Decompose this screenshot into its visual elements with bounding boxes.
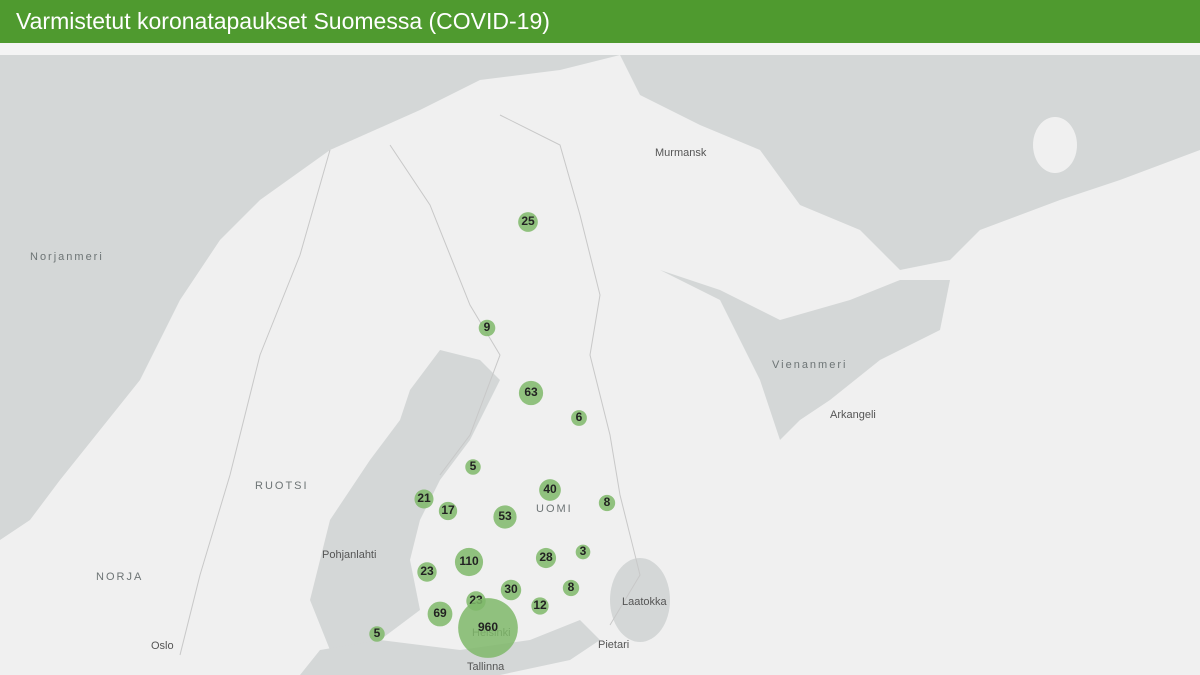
place-label: Murmansk: [655, 147, 707, 159]
case-count: 9: [484, 320, 491, 334]
place-label: UOMI: [536, 503, 573, 515]
case-count: 5: [374, 626, 381, 640]
case-count: 110: [459, 554, 479, 568]
water: [0, 55, 1200, 675]
case-bubble: [427, 601, 453, 627]
case-bubble: [454, 547, 484, 577]
case-count: 25: [521, 214, 535, 228]
case-count: 23: [420, 564, 434, 578]
case-bubble: [369, 626, 385, 642]
case-count: 30: [504, 582, 518, 596]
place-label: Laatokka: [622, 596, 668, 608]
case-bubble: [438, 501, 458, 521]
place-label: Pohjanlahti: [322, 549, 376, 561]
case-bubble: [562, 579, 580, 597]
case-count: 8: [604, 495, 611, 509]
case-count: 960: [478, 620, 498, 634]
case-bubble: [458, 598, 518, 658]
place-label: Vienanmeri: [772, 359, 847, 371]
case-count: 12: [533, 598, 547, 612]
case-bubble: [571, 410, 587, 426]
place-label: Pietari: [598, 639, 629, 651]
place-label: Norjanmeri: [30, 251, 104, 263]
case-bubble: [518, 380, 544, 406]
case-count: 40: [543, 482, 557, 496]
place-label: RUOTSI: [255, 480, 309, 492]
case-bubble: [478, 319, 496, 337]
case-count: 21: [417, 491, 431, 505]
case-bubble: [535, 547, 557, 569]
case-bubble: [539, 479, 561, 501]
case-bubble: [465, 459, 481, 475]
map: Murmansk Norjanmeri Vienanmeri Arkangeli RUO…: [0, 55, 1200, 675]
place-label: Arkangeli: [830, 409, 876, 421]
header: Varmistetut koronatapaukset Suomessa (CO…: [0, 0, 1200, 43]
toolbar-strip: [0, 43, 1200, 55]
case-bubble: [518, 212, 538, 232]
case-count: 8: [568, 580, 575, 594]
place-label: Oslo: [151, 640, 174, 652]
title: Varmistetut koronatapaukset Suomessa (CO…: [16, 8, 550, 34]
case-count: 5: [470, 459, 477, 473]
case-bubble: [414, 489, 434, 509]
case-count: 53: [498, 509, 512, 523]
case-count: 3: [580, 544, 587, 558]
place-label: NORJA: [96, 571, 143, 583]
case-bubble: [598, 494, 616, 512]
case-count: 69: [433, 606, 447, 620]
case-bubble: [417, 562, 437, 582]
case-count: 63: [524, 385, 538, 399]
case-bubble: [493, 505, 517, 529]
case-bubble: [531, 597, 549, 615]
case-bubble: [575, 544, 591, 560]
case-bubble: [500, 579, 522, 601]
place-label: Tallinna: [467, 661, 505, 673]
case-count: 6: [576, 410, 583, 424]
case-count: 17: [441, 503, 455, 517]
case-count: 28: [539, 550, 553, 564]
